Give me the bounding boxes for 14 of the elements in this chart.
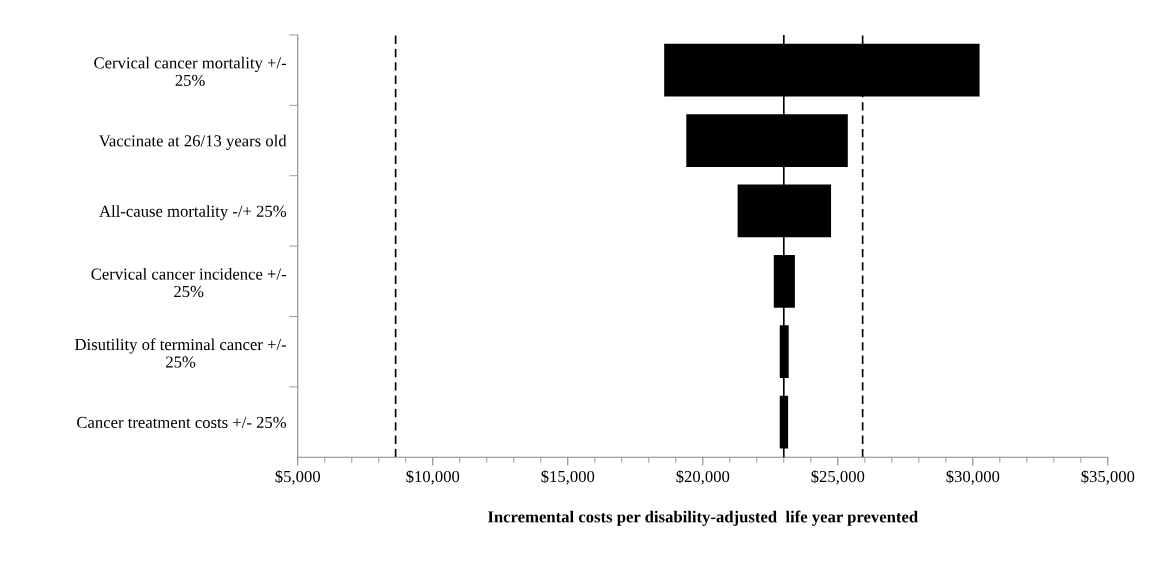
y-tick-label: Cancer treatment costs +/- 25% <box>77 416 287 429</box>
y-tick-label: Cervical cancer mortality +/- 25% <box>94 56 287 87</box>
y-tick-label: Disutility of terminal cancer +/- 25% <box>74 338 287 368</box>
y-tick-label: All-cause mortality -/+ 25% <box>99 205 287 221</box>
x-tick-label: $20,000 <box>676 469 730 485</box>
x-tick-label: $30,000 <box>946 469 1000 485</box>
x-axis-title: Incremental costs per disability-adjusted life year prevented <box>487 510 918 526</box>
x-tick-label: $35,000 <box>1081 469 1135 485</box>
y-tick-label: Cervical cancer incidence +/- 25% <box>91 267 287 298</box>
y-tick-label: Vaccinate at 26/13 years old <box>98 134 287 150</box>
x-tick-label: $10,000 <box>406 469 460 485</box>
x-tick-label: $15,000 <box>541 469 595 485</box>
x-tick-label: $5,000 <box>275 469 321 485</box>
x-tick-label: $25,000 <box>811 469 865 485</box>
